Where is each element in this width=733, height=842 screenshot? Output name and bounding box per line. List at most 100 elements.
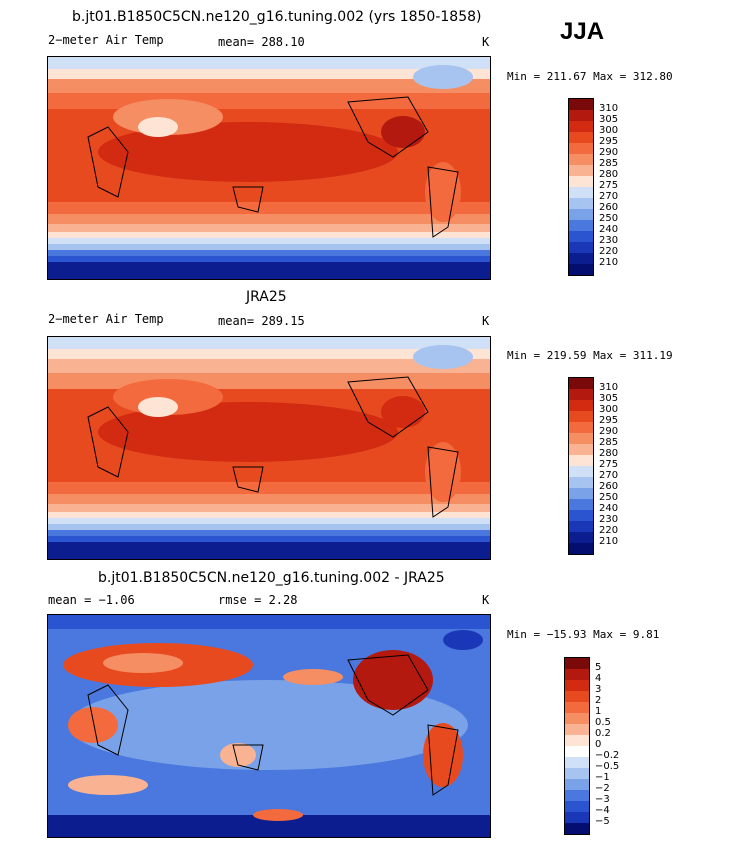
legend-swatch <box>565 801 589 812</box>
legend-swatch <box>569 532 593 543</box>
panel1-legend-tick: 295 <box>599 136 619 147</box>
panel2-band <box>48 524 490 530</box>
panel2-legend-tick: 270 <box>599 470 619 481</box>
panel3-legend-tick: 0.5 <box>595 717 611 728</box>
legend-swatch <box>569 411 593 422</box>
panel3-legend-tick: −0.2 <box>595 750 620 761</box>
panel2-tibet <box>138 397 178 417</box>
legend-swatch <box>565 658 589 669</box>
panel2-legend-tick: 210 <box>599 536 619 547</box>
legend-swatch <box>565 768 589 779</box>
legend-swatch <box>569 231 593 242</box>
panel1-coastlines <box>87 96 459 238</box>
panel3-units-label: K <box>482 593 490 607</box>
panel1-legend-tick: 250 <box>599 213 619 224</box>
panel3-legend-tick: 0.2 <box>595 728 611 739</box>
panel2-legend-tick: 275 <box>599 459 619 470</box>
panel3-antarctic-warm <box>253 809 303 821</box>
legend-swatch <box>569 154 593 165</box>
panel2-legend-tick: 220 <box>599 525 619 536</box>
panel1-band <box>48 232 490 238</box>
legend-swatch <box>569 444 593 455</box>
legend-swatch <box>569 378 593 389</box>
legend-swatch <box>569 389 593 400</box>
legend-swatch <box>565 779 589 790</box>
legend-swatch <box>569 176 593 187</box>
panel3-legend-tick: 3 <box>595 684 602 695</box>
panel1-units-label: K <box>482 35 490 49</box>
panel1-map <box>47 56 491 280</box>
panel2-min-max: Min = 219.59 Max = 311.19 <box>507 349 673 362</box>
legend-swatch <box>565 823 589 834</box>
panel1-south-america <box>425 162 461 222</box>
legend-swatch <box>569 466 593 477</box>
legend-swatch <box>569 132 593 143</box>
panel3-legend-bar <box>564 657 590 835</box>
legend-swatch <box>565 790 589 801</box>
panel1-legend-tick: 285 <box>599 158 619 169</box>
panel1-tibet <box>138 117 178 137</box>
legend-swatch <box>569 220 593 231</box>
panel2-map <box>47 336 491 560</box>
panel2-legend-tick: 290 <box>599 426 619 437</box>
panel3-africa-warm <box>68 707 118 743</box>
panel2-legend-tick: 250 <box>599 492 619 503</box>
legend-swatch <box>569 510 593 521</box>
legend-swatch <box>565 680 589 691</box>
panel1-legend-tick: 210 <box>599 257 619 268</box>
legend-swatch <box>565 812 589 823</box>
panel2-band <box>48 504 490 512</box>
panel1-legend-tick: 280 <box>599 169 619 180</box>
panel3-legend-tick: 1 <box>595 706 602 717</box>
legend-swatch <box>569 455 593 466</box>
panel2-legend-tick: 230 <box>599 514 619 525</box>
panel2-band <box>48 512 490 518</box>
panel1-band <box>48 262 490 279</box>
legend-swatch <box>569 242 593 253</box>
panel3-legend-tick: 5 <box>595 662 602 673</box>
legend-swatch <box>569 209 593 220</box>
panel1-map-svg <box>48 57 490 279</box>
panel1-band <box>48 238 490 244</box>
panel3-min-max: Min = −15.93 Max = 9.81 <box>507 628 660 641</box>
panel1-band <box>48 244 490 250</box>
panel3-eurasia-inner <box>103 653 183 673</box>
panel1-min-max: Min = 211.67 Max = 312.80 <box>507 70 673 83</box>
panel1-legend-tick: 275 <box>599 180 619 191</box>
panel1-legend-tick: 305 <box>599 114 619 125</box>
panel2-map-svg <box>48 337 490 559</box>
panel1-legend-bar <box>568 98 594 276</box>
panel2-legend-bar <box>568 377 594 555</box>
panel3-south-america-warm <box>423 723 463 787</box>
panel2-band <box>48 337 490 349</box>
panel2-legend-tick: 240 <box>599 503 619 514</box>
panel1-band <box>48 214 490 224</box>
legend-swatch <box>565 669 589 680</box>
legend-swatch <box>569 264 593 275</box>
legend-swatch <box>569 143 593 154</box>
panel1-legend-tick: 270 <box>599 191 619 202</box>
panel3-legend-tick: −5 <box>595 816 610 827</box>
panel1-warm-pool <box>98 122 398 182</box>
panel1-band <box>48 256 490 262</box>
panel3-legend-tick: 0 <box>595 739 602 750</box>
legend-swatch <box>565 757 589 768</box>
panel2-legend-tick: 300 <box>599 404 619 415</box>
legend-swatch <box>569 187 593 198</box>
panel2-legend-tick: 280 <box>599 448 619 459</box>
panel3-legend-tick: 2 <box>595 695 602 706</box>
panel2-coastlines <box>87 376 459 518</box>
panel1-band <box>48 250 490 256</box>
legend-swatch <box>569 543 593 554</box>
panel3-legend-tick: −4 <box>595 805 610 816</box>
panel2-title: JRA25 <box>246 289 287 305</box>
panel1-band <box>48 69 490 79</box>
panel2-units-label: K <box>482 314 490 328</box>
legend-swatch <box>569 165 593 176</box>
panel1-legend-tick: 260 <box>599 202 619 213</box>
panel2-legend-tick: 310 <box>599 382 619 393</box>
panel3-mean-label: mean = −1.06 <box>48 593 135 607</box>
panel1-legend-tick: 240 <box>599 224 619 235</box>
panel2-band <box>48 349 490 359</box>
panel3-coastlines <box>87 654 459 796</box>
